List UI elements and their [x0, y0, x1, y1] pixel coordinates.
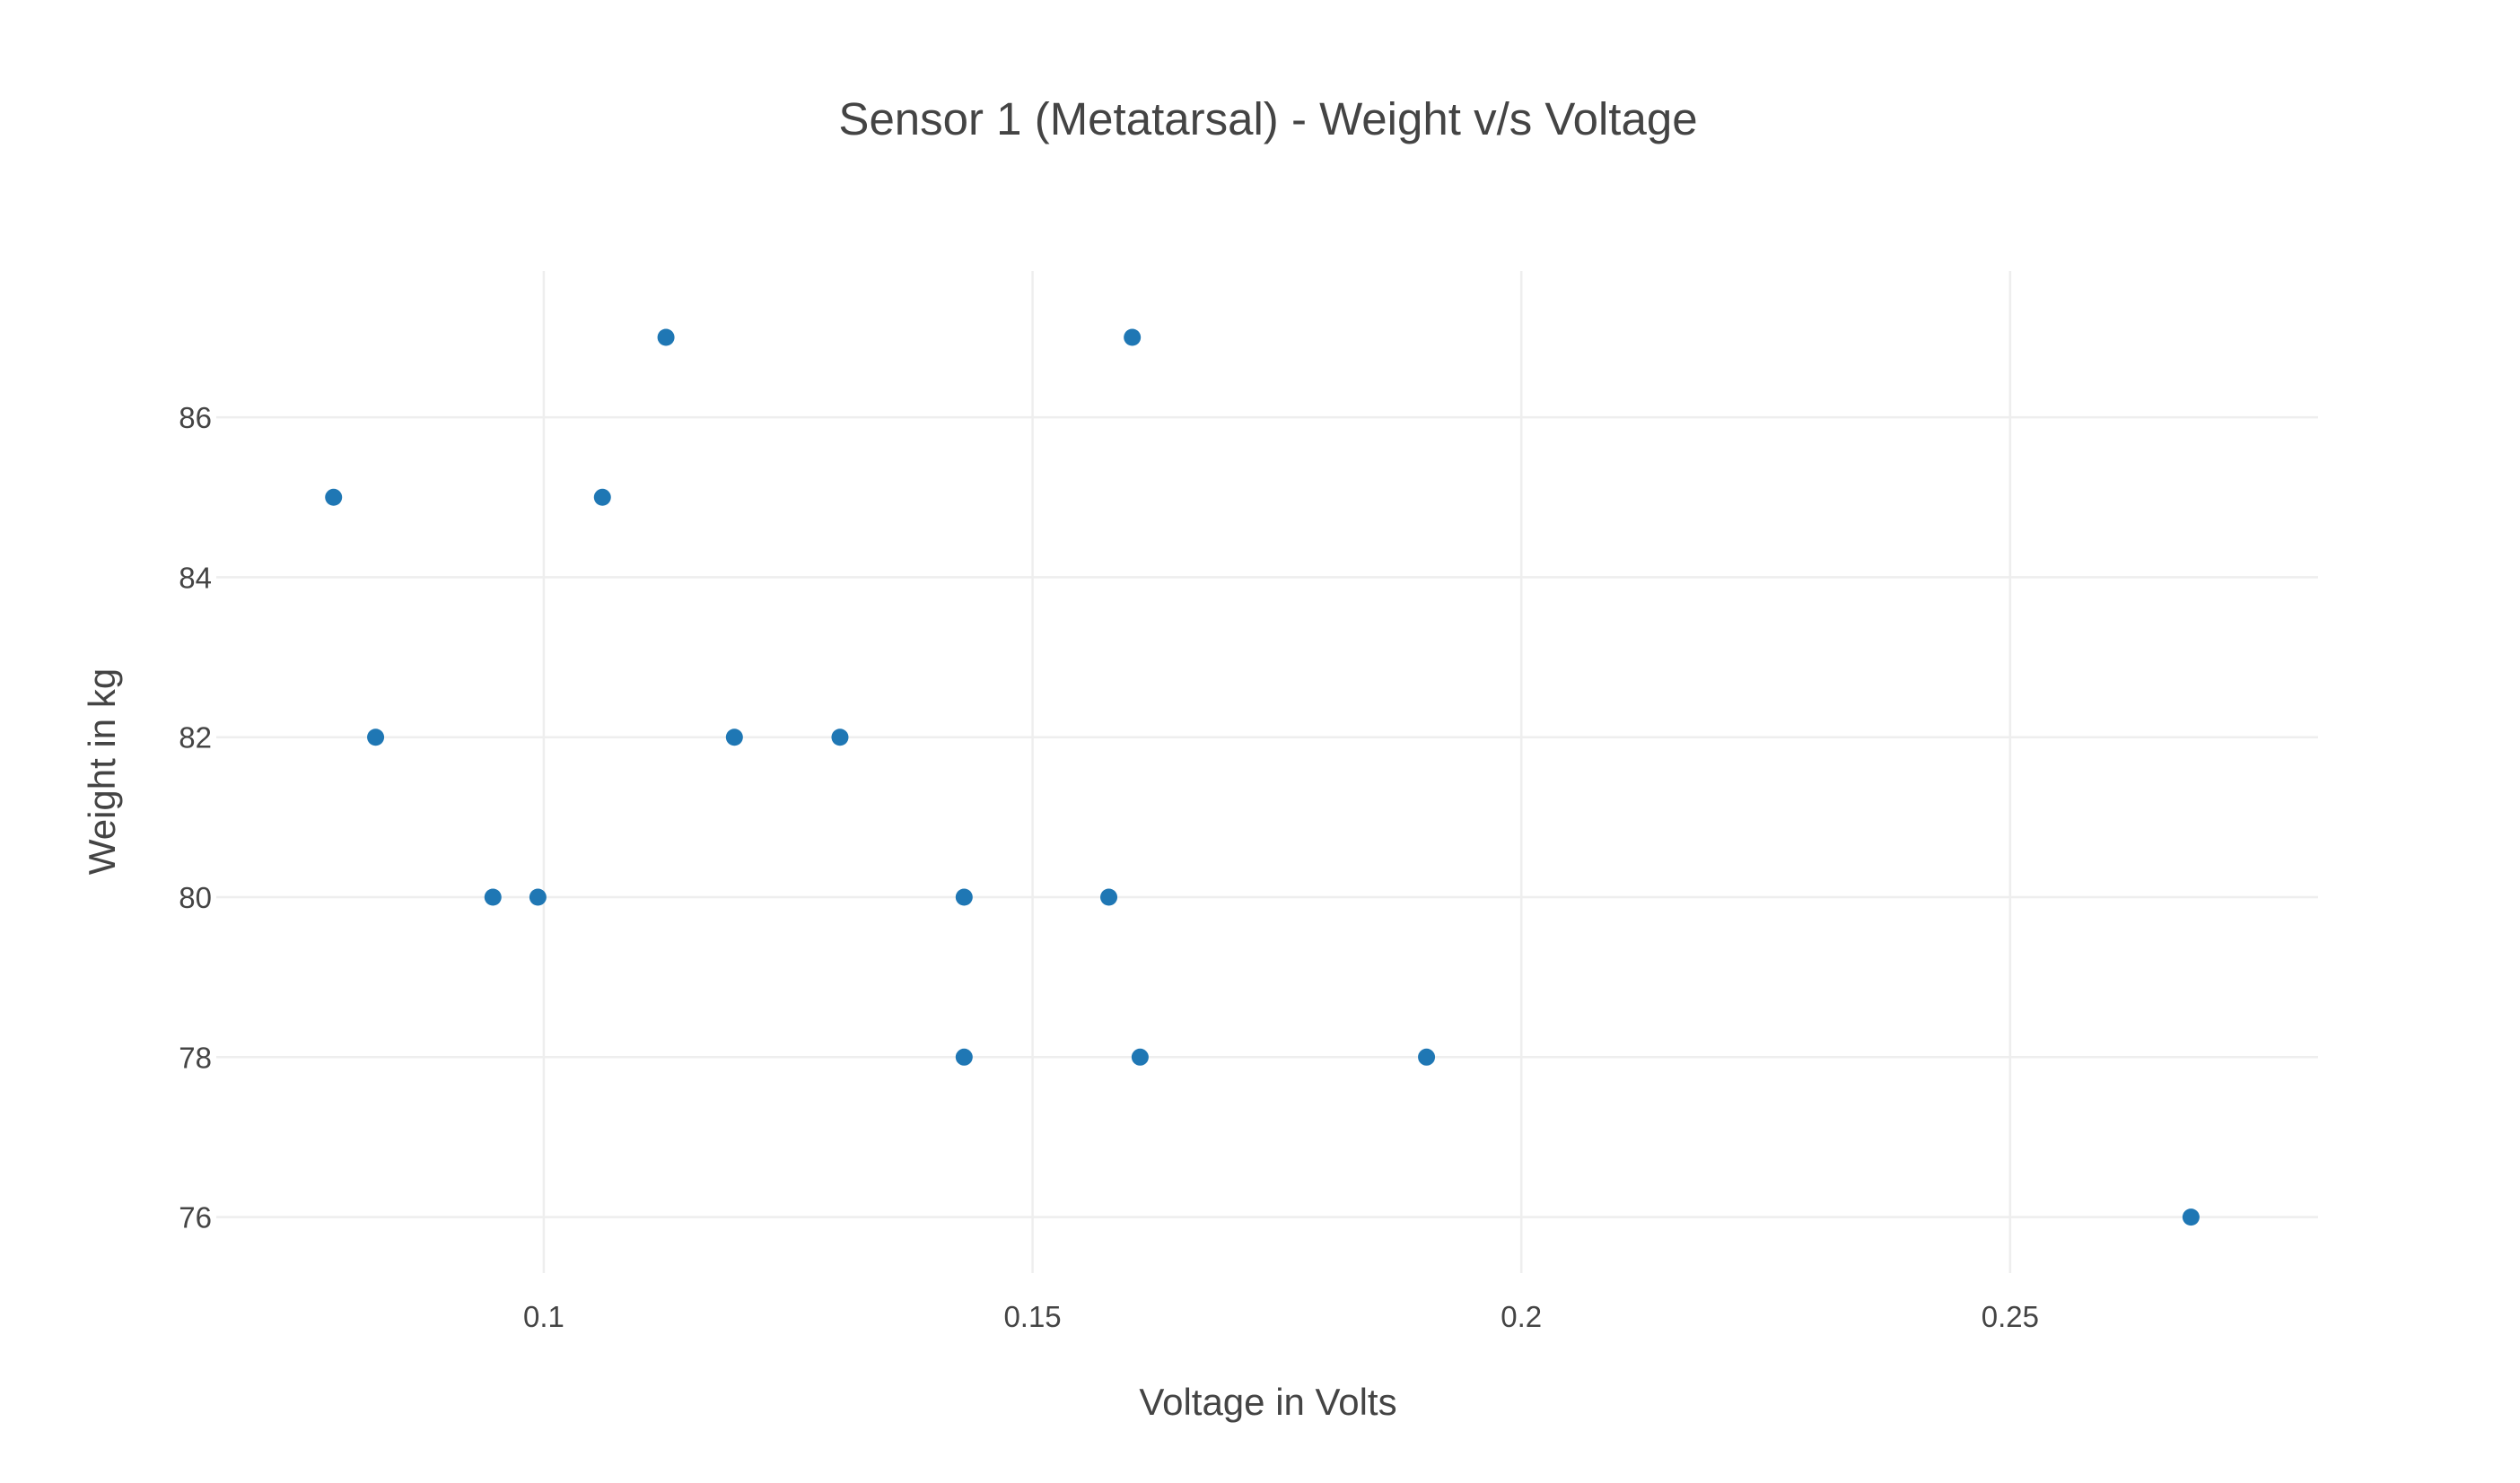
data-point[interactable]: [325, 488, 343, 506]
x-axis-tick-labels: 0.1 0.15 0.2 0.25: [523, 1300, 2039, 1333]
y-tick-label: 84: [179, 561, 212, 594]
y-axis-tick-labels: 76 78 80 82 84 86: [179, 401, 212, 1234]
data-point[interactable]: [367, 728, 385, 746]
data-point[interactable]: [1418, 1048, 1436, 1066]
y-tick-label: 86: [179, 401, 212, 434]
data-point[interactable]: [1100, 888, 1118, 906]
data-points: [325, 328, 2200, 1226]
data-point[interactable]: [657, 328, 675, 346]
x-tick-label: 0.25: [1982, 1300, 2039, 1333]
x-tick-label: 0.1: [523, 1300, 564, 1333]
data-point[interactable]: [593, 488, 611, 506]
x-axis-title: Voltage in Volts: [1139, 1381, 1396, 1423]
data-point[interactable]: [2182, 1208, 2200, 1226]
x-tick-label: 0.2: [1501, 1300, 1542, 1333]
data-point[interactable]: [1131, 1048, 1149, 1066]
x-tick-label: 0.15: [1003, 1300, 1061, 1333]
data-point[interactable]: [955, 1048, 973, 1066]
data-point[interactable]: [1124, 328, 1142, 346]
data-point[interactable]: [484, 888, 502, 906]
data-point[interactable]: [831, 728, 849, 746]
chart-title: Sensor 1 (Metatarsal) - Weight v/s Volta…: [838, 93, 1697, 144]
y-tick-label: 82: [179, 721, 212, 755]
y-tick-label: 76: [179, 1201, 212, 1234]
data-point[interactable]: [955, 888, 973, 906]
data-point[interactable]: [529, 888, 547, 906]
y-axis-title: Weight in kg: [81, 668, 123, 875]
data-point[interactable]: [725, 728, 743, 746]
y-tick-label: 78: [179, 1041, 212, 1074]
vertical-gridlines: [542, 271, 2012, 1273]
horizontal-gridlines: [216, 415, 2318, 1218]
y-tick-label: 80: [179, 881, 212, 914]
